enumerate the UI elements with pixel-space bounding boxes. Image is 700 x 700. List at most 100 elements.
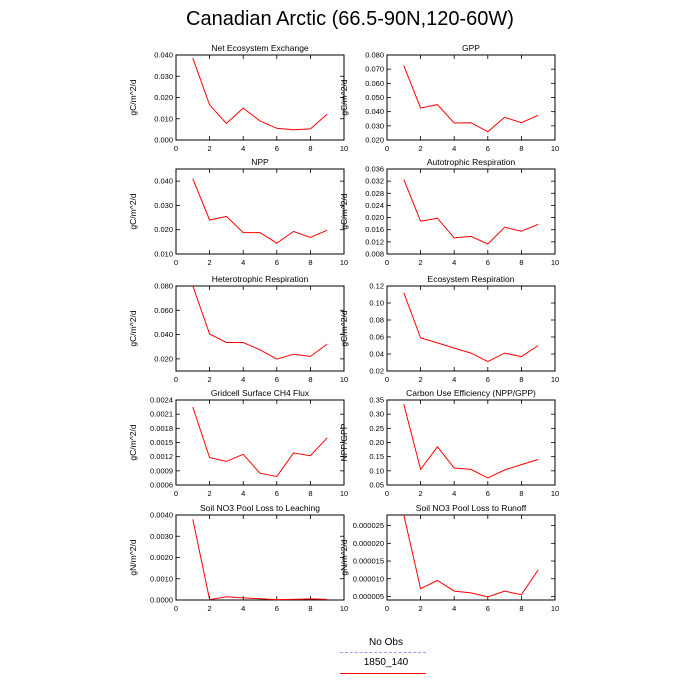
x-tick-label: 4 bbox=[241, 258, 245, 267]
x-tick-label: 6 bbox=[275, 144, 279, 153]
plot-frame bbox=[386, 285, 556, 372]
y-tick-label: 0.016 bbox=[365, 225, 384, 234]
x-tick-label: 2 bbox=[419, 258, 423, 267]
x-tick-label: 4 bbox=[241, 144, 245, 153]
x-tick-label: 10 bbox=[551, 258, 559, 267]
y-tick-label: 0.0015 bbox=[150, 438, 173, 447]
x-tick-label: 4 bbox=[452, 258, 456, 267]
legend-label-no-obs: No Obs bbox=[369, 637, 403, 648]
y-tick-label: 0.020 bbox=[154, 225, 173, 234]
x-tick-label: 8 bbox=[519, 258, 523, 267]
y-tick-label: 0.12 bbox=[369, 282, 384, 291]
y-tick-label: 0.028 bbox=[365, 189, 384, 198]
y-tick-label: 0.000005 bbox=[353, 592, 384, 601]
y-tick-label: 0.020 bbox=[154, 354, 173, 363]
y-tick-label: 0.0018 bbox=[150, 424, 173, 433]
x-tick-label: 8 bbox=[308, 144, 312, 153]
x-tick-label: 6 bbox=[486, 489, 490, 498]
panel-title: Gridcell Surface CH4 Flux bbox=[211, 388, 310, 398]
y-tick-label: 0.0020 bbox=[150, 553, 173, 562]
y-tick-label: 0.05 bbox=[369, 481, 384, 490]
x-tick-label: 8 bbox=[519, 144, 523, 153]
plot-frame bbox=[386, 168, 556, 255]
x-tick-label: 2 bbox=[419, 144, 423, 153]
y-tick-label: 0.010 bbox=[154, 250, 173, 259]
y-axis-label: gC/m^2/d bbox=[128, 424, 138, 460]
y-axis-label: gC/m^2/d bbox=[339, 193, 349, 229]
x-tick-label: 0 bbox=[174, 489, 178, 498]
y-tick-label: 0.0009 bbox=[150, 466, 173, 475]
y-axis-label: gC/m^2/d bbox=[128, 310, 138, 346]
x-tick-label: 10 bbox=[340, 144, 348, 153]
legend-line-no-obs bbox=[340, 652, 426, 653]
panel-title: Soil NO3 Pool Loss to Runoff bbox=[416, 503, 527, 513]
x-tick-label: 0 bbox=[385, 604, 389, 613]
x-tick-label: 10 bbox=[340, 375, 348, 384]
x-tick-label: 8 bbox=[308, 604, 312, 613]
x-tick-label: 6 bbox=[486, 144, 490, 153]
panel-9: Soil NO3 Pool Loss to Runoff gN/m^2/d 0 2 4 6… bbox=[339, 503, 559, 613]
y-tick-label: 0.020 bbox=[365, 136, 384, 145]
y-tick-label: 0.0021 bbox=[150, 410, 173, 419]
x-tick-label: 6 bbox=[275, 489, 279, 498]
x-tick-label: 4 bbox=[241, 489, 245, 498]
y-tick-label: 0.080 bbox=[154, 282, 173, 291]
y-tick-label: 0.25 bbox=[369, 424, 384, 433]
x-tick-label: 2 bbox=[208, 489, 212, 498]
y-tick-label: 0.080 bbox=[365, 51, 384, 60]
y-axis-label: gC/m^2/d bbox=[128, 79, 138, 115]
x-tick-label: 8 bbox=[308, 489, 312, 498]
y-tick-label: 0.030 bbox=[365, 121, 384, 130]
panel-title: GPP bbox=[462, 43, 480, 53]
panel-title: Ecosystem Respiration bbox=[428, 274, 515, 284]
panel-title: Heterotrophic Respiration bbox=[212, 274, 309, 284]
x-tick-label: 10 bbox=[340, 604, 348, 613]
y-tick-label: 0.032 bbox=[365, 177, 384, 186]
legend-label-1850-140: 1850_140 bbox=[363, 657, 409, 668]
plot-frame bbox=[175, 54, 345, 141]
x-tick-label: 0 bbox=[174, 604, 178, 613]
y-axis-label: NPP/GPP bbox=[339, 423, 349, 461]
x-tick-label: 0 bbox=[385, 489, 389, 498]
y-tick-label: 0.040 bbox=[154, 330, 173, 339]
page-title: Canadian Arctic (66.5-90N,120-60W) bbox=[186, 8, 514, 30]
x-tick-label: 6 bbox=[275, 375, 279, 384]
y-tick-label: 0.070 bbox=[365, 65, 384, 74]
x-tick-label: 2 bbox=[419, 604, 423, 613]
y-tick-label: 0.10 bbox=[369, 466, 384, 475]
series-line-1850-140 bbox=[403, 65, 539, 133]
y-tick-label: 0.036 bbox=[365, 165, 384, 174]
x-tick-label: 6 bbox=[275, 604, 279, 613]
x-tick-label: 10 bbox=[340, 258, 348, 267]
x-tick-label: 10 bbox=[551, 144, 559, 153]
x-tick-label: 8 bbox=[519, 375, 523, 384]
y-tick-label: 0.000020 bbox=[353, 539, 384, 548]
x-tick-label: 2 bbox=[208, 258, 212, 267]
x-tick-label: 10 bbox=[551, 604, 559, 613]
y-tick-label: 0.020 bbox=[365, 213, 384, 222]
series-line-1850-140 bbox=[403, 179, 539, 245]
panel-title: Net Ecosystem Exchange bbox=[211, 43, 309, 53]
y-tick-label: 0.08 bbox=[369, 316, 384, 325]
panel-title: NPP bbox=[251, 157, 269, 167]
y-tick-label: 0.030 bbox=[154, 72, 173, 81]
y-tick-label: 0.06 bbox=[369, 333, 384, 342]
x-tick-label: 0 bbox=[174, 144, 178, 153]
y-tick-label: 0.000 bbox=[154, 136, 173, 145]
panel-5: Ecosystem Respiration gC/m^2/d 0 2 4 6 8 10 0.02… bbox=[339, 274, 559, 384]
x-tick-label: 4 bbox=[241, 375, 245, 384]
x-tick-label: 4 bbox=[241, 604, 245, 613]
x-tick-label: 8 bbox=[308, 258, 312, 267]
y-tick-label: 0.20 bbox=[369, 438, 384, 447]
y-axis-label: gN/m^2/d bbox=[128, 539, 138, 575]
y-tick-label: 0.050 bbox=[365, 93, 384, 102]
x-tick-label: 0 bbox=[385, 144, 389, 153]
y-tick-label: 0.0000 bbox=[150, 596, 173, 605]
panel-3: Autotrophic Respiration gC/m^2/d 0 2 4 6 8 10 0.… bbox=[339, 157, 559, 267]
y-tick-label: 0.000010 bbox=[353, 574, 384, 583]
x-tick-label: 2 bbox=[419, 375, 423, 384]
y-tick-label: 0.020 bbox=[154, 93, 173, 102]
y-tick-label: 0.040 bbox=[365, 107, 384, 116]
series-line-1850-140 bbox=[192, 519, 328, 601]
